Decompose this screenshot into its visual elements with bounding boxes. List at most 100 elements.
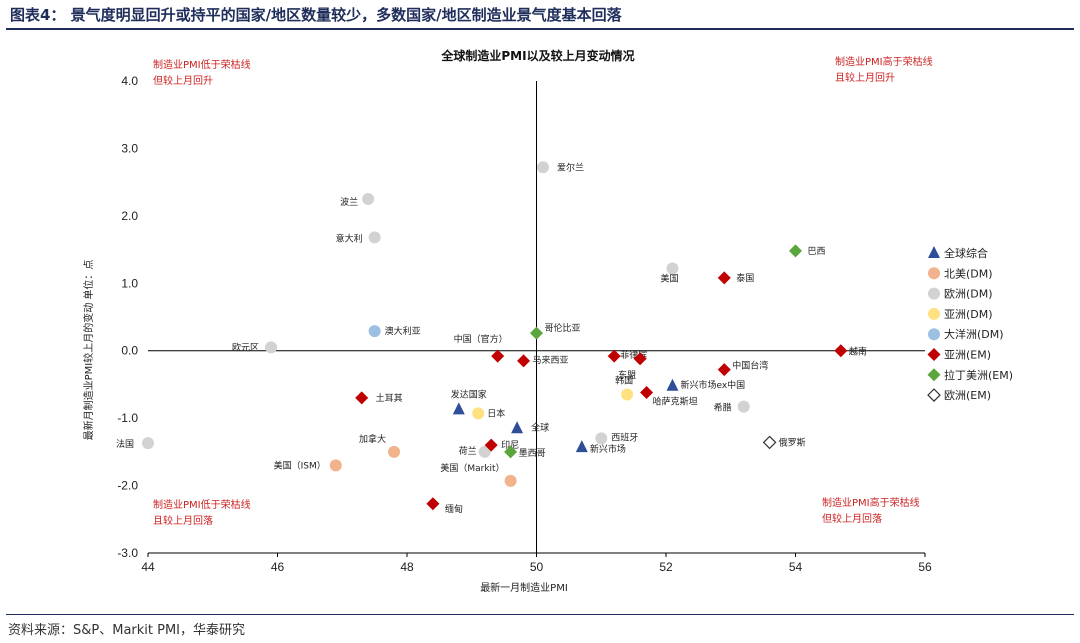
x-tick-label: 48 xyxy=(400,560,414,574)
x-axis-label: 最新一月制造业PMI xyxy=(480,581,568,594)
data-point-asia-em xyxy=(717,271,731,285)
data-point-label: 爱尔兰 xyxy=(557,161,584,173)
quadrant-label-bottom-left: 且较上月回落 xyxy=(153,514,213,527)
data-point-label: 中国台湾 xyxy=(732,360,768,372)
quadrant-label-top-right: 且较上月回升 xyxy=(835,71,895,84)
legend-marker-asia-dm xyxy=(928,307,940,320)
data-point-eu-dm xyxy=(595,432,608,445)
data-point-eu-dm xyxy=(666,262,679,275)
x-tick-label: 46 xyxy=(271,560,285,574)
y-tick-label: -3.0 xyxy=(117,546,138,560)
legend-label: 大洋洲(DM) xyxy=(944,327,1004,341)
legend-marker-global xyxy=(928,246,940,258)
legend-label: 全球综合 xyxy=(944,246,988,260)
x-tick-label: 44 xyxy=(141,560,155,574)
x-tick-label: 56 xyxy=(918,560,932,574)
data-point-oceania-dm xyxy=(368,325,381,338)
quadrant-label-top-right: 制造业PMI高于荣枯线 xyxy=(835,55,933,68)
legend-marker-eu-em xyxy=(927,388,941,402)
data-point-eu-dm xyxy=(142,437,154,450)
data-point-label: 欧元区 xyxy=(232,341,259,353)
data-point-label: 法国 xyxy=(116,438,134,450)
figure-header: 图表4： 景气度明显回升或持平的国家/地区数量较少，多数国家/地区制造业景气度基… xyxy=(0,0,1080,30)
data-point-label: 加拿大 xyxy=(359,433,386,445)
legend-label: 亚洲(DM) xyxy=(944,308,993,321)
data-point-latam-em xyxy=(789,244,802,258)
data-point-global xyxy=(452,402,465,415)
data-point-label: 新兴市场 xyxy=(590,443,626,455)
x-tick-label: 50 xyxy=(530,560,544,574)
quadrant-label-bottom-right: 但较上月回落 xyxy=(822,512,882,525)
data-point-eu-dm xyxy=(478,445,491,458)
data-point-eu-dm xyxy=(536,161,549,174)
data-point-label: 泰国 xyxy=(736,272,754,284)
quadrant-labels: 制造业PMI低于荣枯线但较上月回升制造业PMI高于荣枯线且较上月回升制造业PMI… xyxy=(153,55,933,527)
legend-label: 北美(DM) xyxy=(944,267,993,280)
data-point-label: 越南 xyxy=(849,346,867,358)
data-point-label: 希腊 xyxy=(714,402,732,414)
data-point-label: 意大利 xyxy=(336,232,363,244)
legend-label: 亚洲(EM) xyxy=(944,349,991,362)
y-tick-label: 3.0 xyxy=(121,141,138,155)
legend-label: 拉丁美洲(EM) xyxy=(944,368,1013,382)
data-point-label: 美国（ISM） xyxy=(274,459,326,471)
data-point-label: 哈萨克斯坦 xyxy=(653,396,698,408)
data-point-na-dm xyxy=(329,459,342,472)
scatter-chart: 全球制造业PMI以及较上月变动情况 44 46 48 50 52 54 56 4.0 3.0 2.… xyxy=(82,48,1013,594)
data-point-global xyxy=(511,421,524,434)
data-point-global xyxy=(575,440,588,453)
y-tick-label: 1.0 xyxy=(121,276,138,290)
data-point-asia-em xyxy=(355,391,369,405)
data-point-eu-dm xyxy=(368,231,381,244)
legend-marker-asia-em xyxy=(927,348,941,361)
footer-rule xyxy=(6,614,1074,615)
data-point-label: 波兰 xyxy=(340,196,358,208)
data-point-label: 巴西 xyxy=(808,246,826,257)
data-point-asia-em xyxy=(607,349,621,363)
data-point-latam-em xyxy=(504,445,518,459)
y-tick-label: -2.0 xyxy=(117,479,138,493)
legend-marker-latam-em xyxy=(927,368,941,382)
data-point-label: 全球 xyxy=(531,421,549,433)
header-rule xyxy=(6,28,1074,30)
legend-marker-na-dm xyxy=(928,267,940,280)
legend-label: 欧洲(DM) xyxy=(944,288,993,301)
data-point-asia-em xyxy=(633,352,647,366)
data-point-asia-em xyxy=(834,344,848,358)
data-point-label: 中国（官方） xyxy=(454,333,508,345)
x-tick-label: 52 xyxy=(659,560,673,574)
data-point-label: 美国 xyxy=(660,272,678,284)
legend-marker-oceania-dm xyxy=(928,328,940,341)
quadrant-label-top-left: 但较上月回升 xyxy=(153,74,213,87)
data-point-label: 西班牙 xyxy=(611,431,638,443)
quadrant-label-bottom-right: 制造业PMI高于荣枯线 xyxy=(822,496,920,509)
data-point-asia-em xyxy=(517,354,531,368)
data-point-label: 韩国 xyxy=(615,375,633,387)
chart-title: 全球制造业PMI以及较上月变动情况 xyxy=(440,48,634,63)
data-point-eu-dm xyxy=(737,400,750,413)
data-point-label: 墨西哥 xyxy=(519,448,546,459)
data-point-label: 新兴市场ex中国 xyxy=(680,379,745,391)
x-tick-label: 54 xyxy=(789,560,803,574)
data-point-label: 俄罗斯 xyxy=(779,436,806,448)
data-point-eu-em xyxy=(762,435,777,450)
data-point-asia-em xyxy=(426,497,440,511)
source-note: 资料来源：S&P、Markit PMI，华泰研究 xyxy=(8,623,246,638)
data-point-label: 美国（Markit） xyxy=(440,462,504,474)
y-axis-label: 最新月制造业PMI较上月的变动 单位：点 xyxy=(82,260,95,441)
data-point-label: 土耳其 xyxy=(376,392,403,404)
data-point-eu-dm xyxy=(362,193,375,205)
y-tick-label: 4.0 xyxy=(121,74,138,88)
data-point-label: 荷兰 xyxy=(459,445,477,457)
data-point-label: 哥伦比亚 xyxy=(545,322,581,334)
data-point-label: 印尼 xyxy=(501,439,519,451)
y-tick-label: -1.0 xyxy=(117,411,138,425)
data-point-asia-em xyxy=(484,438,498,452)
quadrant-label-top-left: 制造业PMI低于荣枯线 xyxy=(153,58,251,71)
data-point-label: 日本 xyxy=(487,407,505,419)
data-point-na-dm xyxy=(504,474,517,487)
y-tick-label: 0.0 xyxy=(121,344,138,358)
data-point-asia-dm xyxy=(472,407,485,420)
